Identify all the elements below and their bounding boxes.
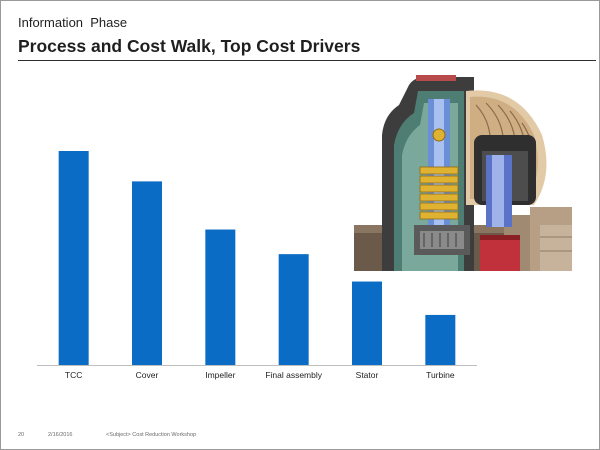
bar-stator [352,281,382,365]
slide-title: Process and Cost Walk, Top Cost Drivers [18,36,361,56]
x-tick-label-stator: Stator [356,370,379,380]
bar-cover [132,181,162,365]
bar-turbine [425,314,456,365]
footer-page-number: 20 [18,432,25,438]
bar-tcc [58,151,89,365]
section-kicker: Information Phase [18,15,128,30]
x-tick-label-turbine: Turbine [426,370,455,380]
x-tick-label-tcc: TCC [65,370,82,380]
bar-impeller [205,229,236,365]
x-tick-label-cover: Cover [136,370,159,380]
footer-subject: <Subject> Cost Reduction Workshop [106,432,197,438]
footer-date: 2/16/2016 [48,432,73,438]
torque-converter-cutaway-image [354,75,572,271]
x-tick-label-impeller: Impeller [205,370,235,380]
bar-final-assembly [278,254,309,365]
title-divider [18,60,596,61]
x-tick-label-final-assembly: Final assembly [265,370,322,380]
